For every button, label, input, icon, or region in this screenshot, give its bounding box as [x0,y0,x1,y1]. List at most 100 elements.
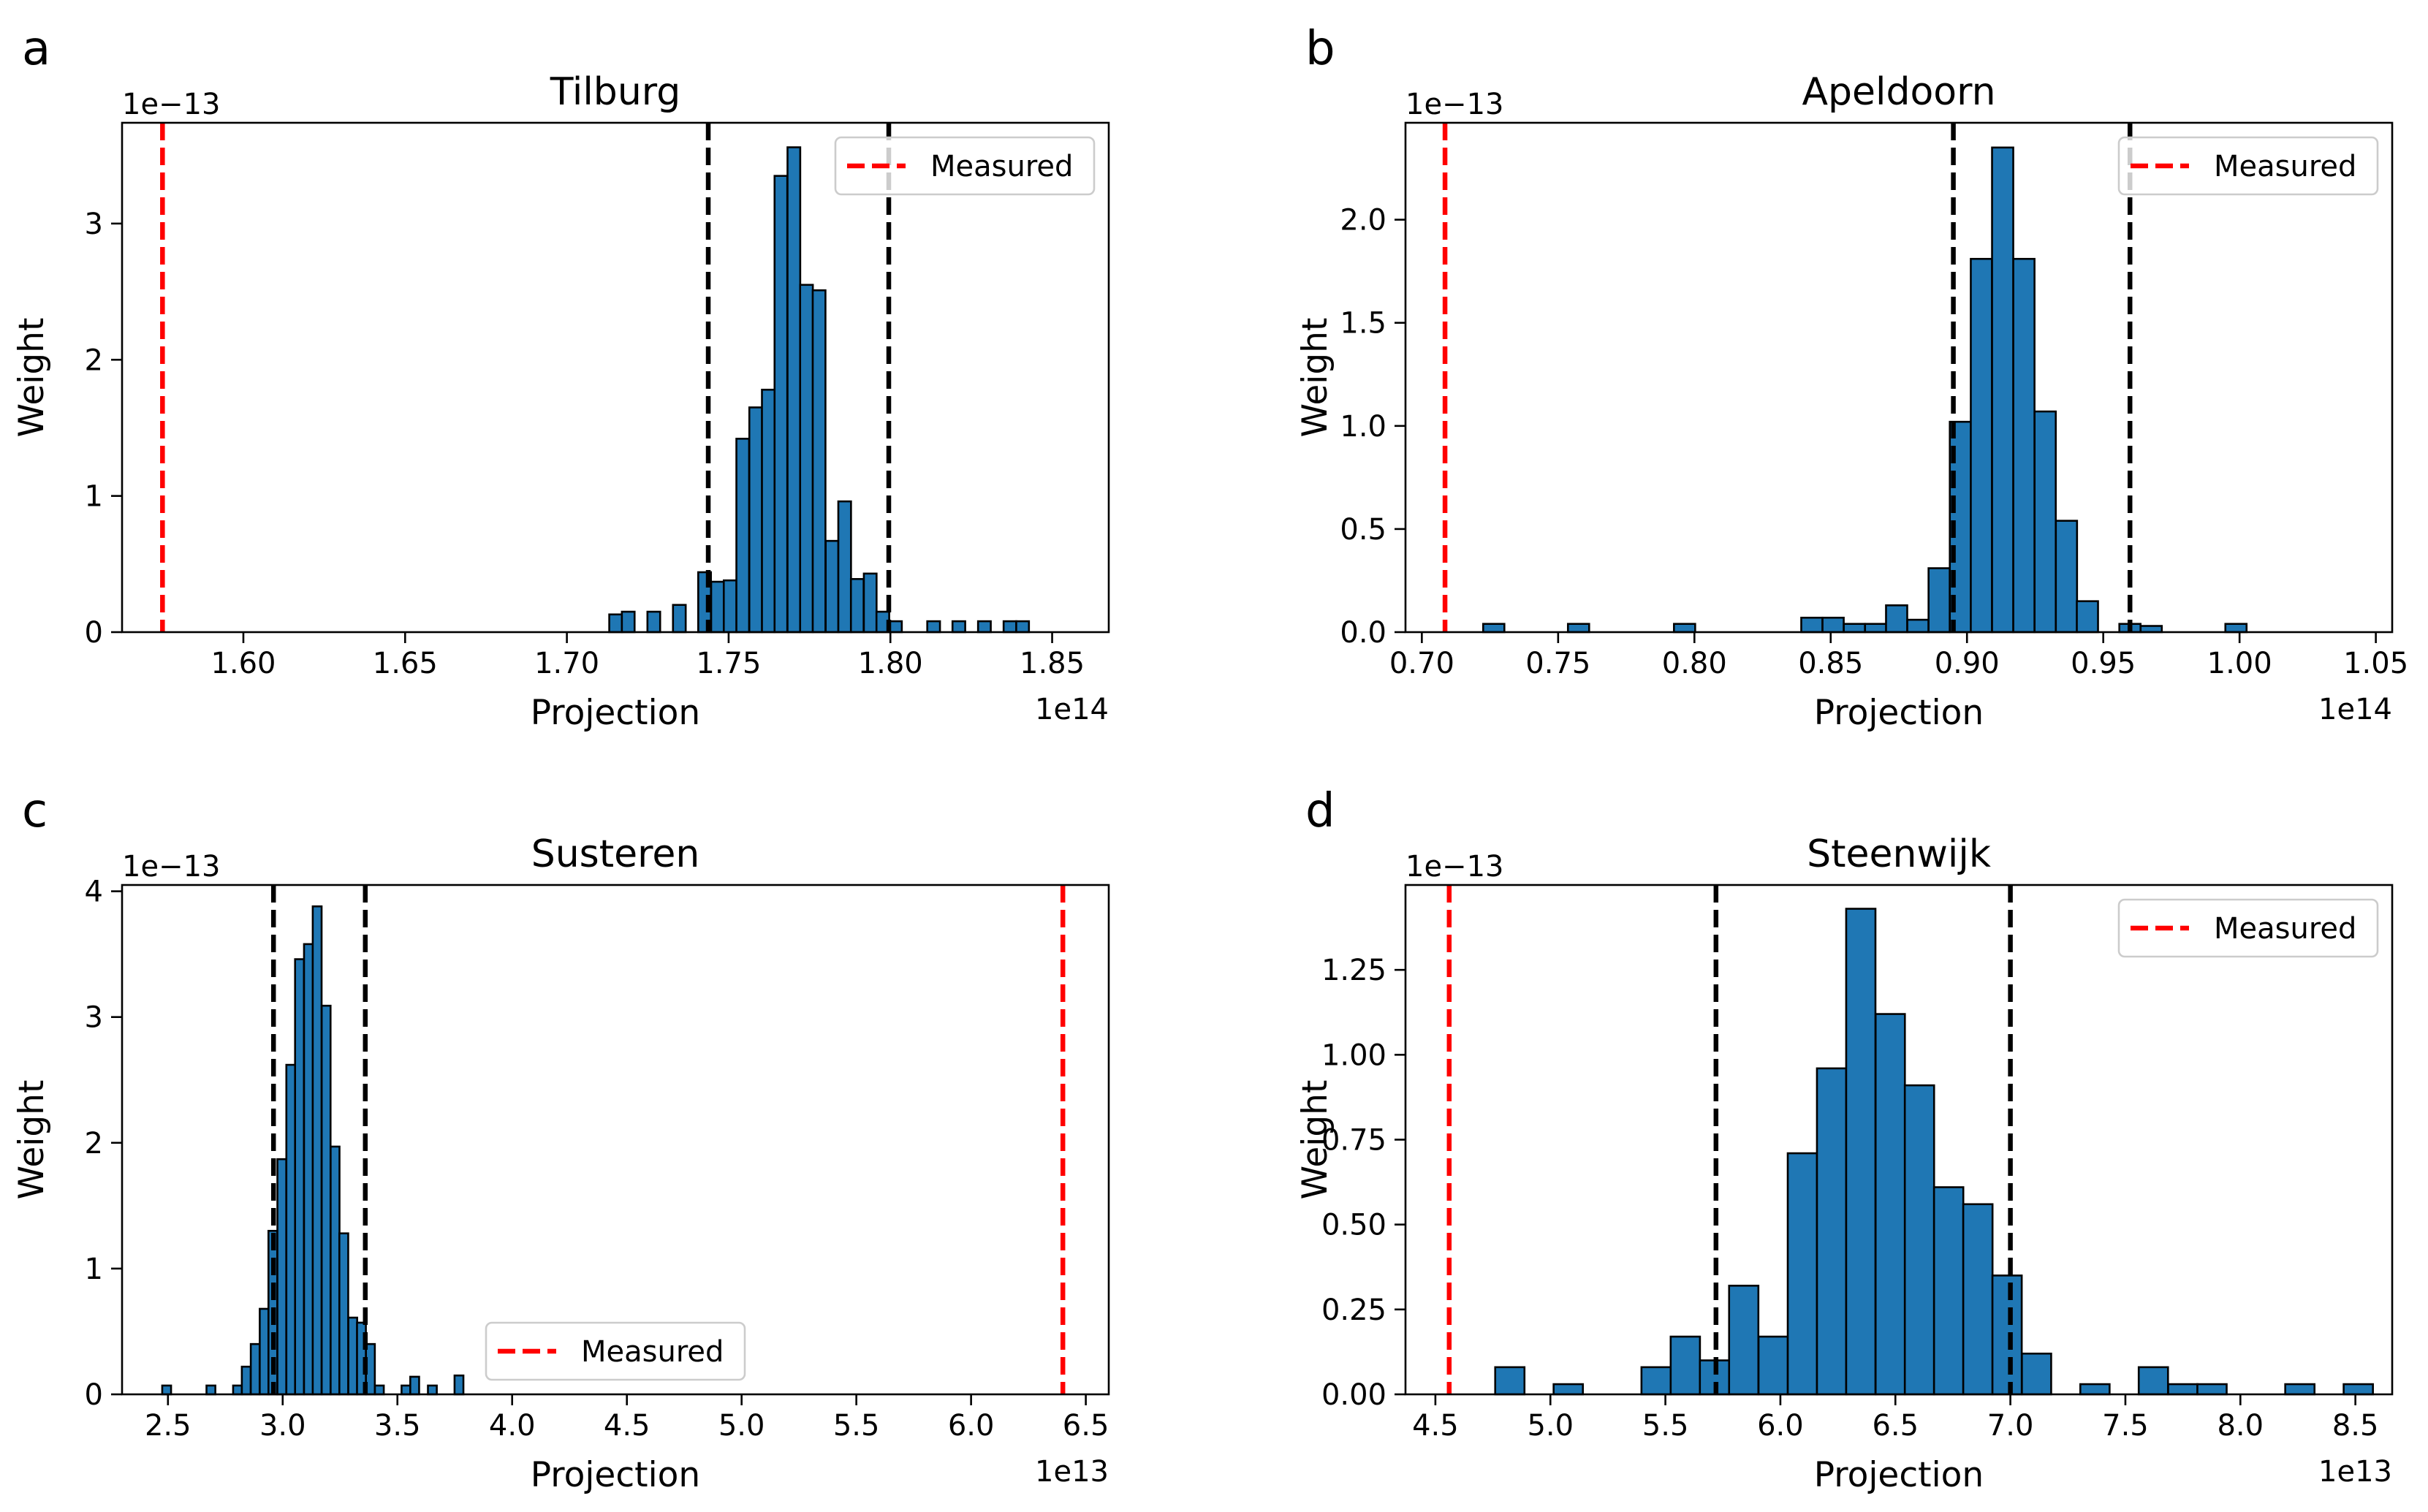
x-offset-label: 1e14 [2318,693,2392,726]
x-tick-label: 1.65 [373,647,438,680]
histogram-bar [2076,600,2099,634]
y-axis-label: Weight [12,1080,52,1200]
histogram-bar [1845,908,1877,1396]
histogram-bar [672,604,687,634]
x-tick-label: 6.0 [1757,1409,1804,1443]
x-tick-label: 0.90 [1935,647,2000,680]
histogram-bar [161,1384,172,1396]
y-tick-label: 0.75 [1321,1124,1386,1158]
histogram-bar [1927,567,1951,634]
histogram-bar [862,572,878,634]
histogram-bar [799,284,814,634]
y-axis-label: Weight [1295,318,1335,438]
x-tick-label: 1.75 [696,647,761,680]
histogram-bar [735,438,751,634]
x-tick-label: 6.0 [948,1409,995,1443]
x-tick-label: 0.70 [1389,647,1454,680]
histogram-bar [1728,1285,1760,1396]
x-tick-label: 5.0 [1527,1409,1574,1443]
histogram-bar [2284,1383,2316,1396]
x-tick-label: 8.5 [2332,1409,2379,1443]
histogram-bar [2196,1383,2228,1396]
histogram-bar [259,1307,270,1396]
histogram-bar [2033,410,2057,634]
histogram-bar [608,613,623,634]
histogram-bar [409,1375,420,1396]
x-tick-label: 4.5 [1412,1409,1459,1443]
x-tick-label: 1.60 [210,647,276,680]
x-axis-label: Projection [531,693,700,733]
histogram-bar [1962,1203,1994,1396]
x-offset-label: 1e13 [2318,1455,2392,1489]
histogram-bar [1864,623,1888,634]
histogram-bar [786,146,802,634]
y-tick-label: 1 [85,480,103,514]
histogram-bar [1970,257,1993,634]
axes-frame [121,121,1110,634]
y-tick-label: 4 [85,875,103,909]
histogram-bar [303,943,314,1396]
y-axis-label: Weight [12,318,52,438]
axes-frame [121,884,1110,1396]
histogram-bar [338,1232,349,1396]
y-tick-label: 3 [85,1001,103,1035]
legend-label: Measured [2214,150,2356,183]
histogram-bar [427,1384,438,1396]
x-tick-label: 1.05 [2343,647,2408,680]
y-offset-label: 1e−13 [1405,88,1503,121]
histogram-bar [1786,1152,1818,1396]
histogram-bar [849,578,865,634]
panel-b: 0.70 0.75 0.80 0.85 0.90 0.95 1.00 1.05 0.0 0.5 1.… [1295,22,2408,733]
legend-label: Measured [581,1335,724,1369]
y-tick-label: 1 [85,1253,103,1286]
legend-box [2117,898,2379,958]
x-tick-label: 0.80 [1662,647,1727,680]
x-tick-label: 8.0 [2217,1409,2264,1443]
x-offset-label: 1e13 [1035,1455,1109,1489]
histogram-bar [1906,618,1930,634]
y-tick-label: 0.50 [1321,1209,1386,1242]
histogram-bar [646,610,661,634]
histogram-bar [1640,1366,1672,1396]
histogram-bar [1885,604,1908,634]
histogram-bar [320,1004,332,1396]
chart-title: Apeldoorn [1802,70,1995,114]
histogram-bar [1800,616,1824,634]
chart-title: Steenwijk [1807,832,1991,876]
histogram-bar [1821,616,1845,634]
panel-label: b [1305,22,1335,76]
histogram-bar [2137,1366,2169,1396]
y-tick-label: 1.25 [1321,954,1386,987]
legend: Measured [834,136,1096,196]
y-tick-label: 1.00 [1321,1038,1386,1072]
histogram-bar [621,610,636,634]
x-tick-label: 3.5 [374,1409,421,1443]
x-tick-label: 0.75 [1525,647,1590,680]
histogram-bar [401,1384,411,1396]
y-tick-label: 0.0 [1340,616,1386,650]
legend: Measured [485,1321,746,1381]
histogram-bar [951,620,966,634]
y-tick-label: 1.5 [1340,307,1386,341]
panel-d: 4.5 5.0 5.5 6.0 6.5 7.0 7.5 8.0 8.5 0.00 0.25 0.50 0… [1295,784,2394,1495]
histogram-bar [1991,146,2014,634]
histogram-bar [1015,620,1031,634]
histogram-bar [2055,520,2079,634]
y-tick-label: 0 [85,616,103,650]
y-tick-label: 0.25 [1321,1293,1386,1327]
panel-label: d [1305,784,1335,838]
histogram-bar [2021,1352,2052,1396]
histogram-bar [276,1158,287,1396]
histogram-bar [453,1374,465,1396]
x-axis-label: Projection [531,1455,700,1495]
panel-c: 2.5 3.0 3.5 4.0 4.5 5.0 5.5 6.0 6.5 0 1 2 3 4 1e−13 1e1… [12,784,1110,1495]
histogram-bar [761,388,776,634]
x-tick-label: 2.5 [145,1409,191,1443]
histogram-bar [1843,623,1866,634]
histogram-bar [1757,1335,1789,1396]
histogram-bar [1991,1274,2023,1396]
x-tick-label: 3.0 [259,1409,306,1443]
chart-title: Susteren [531,832,700,876]
legend-label: Measured [2214,912,2356,946]
histogram-bar [2224,623,2248,634]
